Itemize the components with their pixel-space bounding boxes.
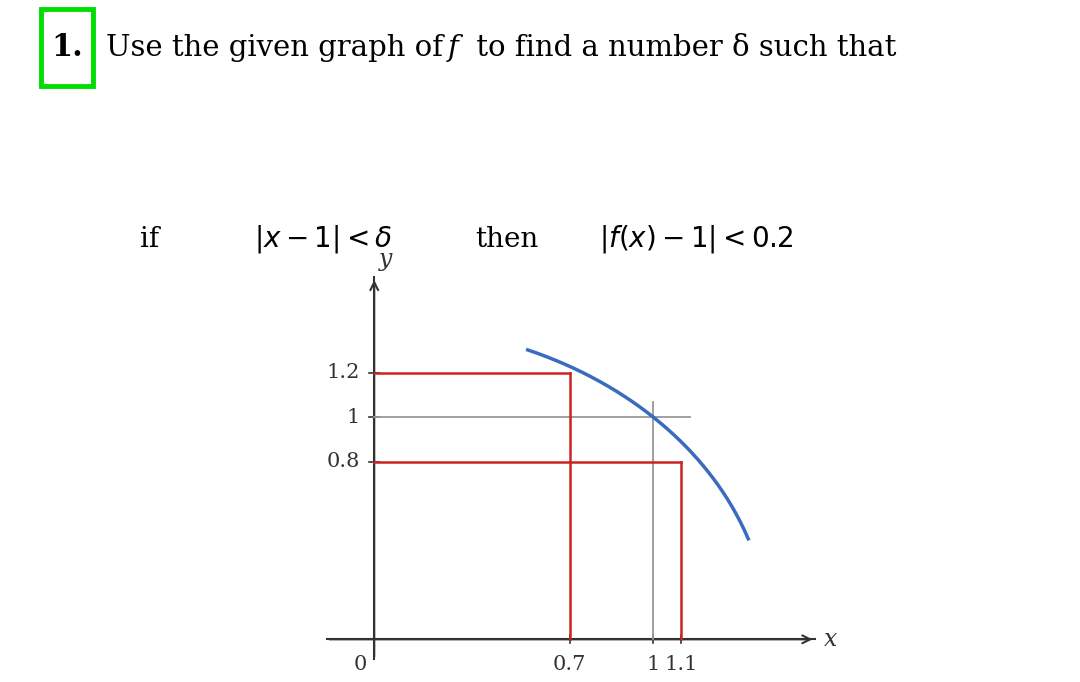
Text: 1: 1 [647,655,660,674]
Text: 0.7: 0.7 [553,655,586,674]
Text: $|x-1|<\delta$: $|x-1|<\delta$ [254,224,392,255]
Text: 0: 0 [354,655,367,674]
Text: 1.1: 1.1 [664,655,698,674]
Text: y: y [378,248,392,271]
Text: 0.8: 0.8 [327,452,361,471]
Text: $|f(x)-1|<0.2$: $|f(x)-1|<0.2$ [599,224,794,255]
Text: then: then [475,226,539,253]
Text: 1.2: 1.2 [327,364,361,383]
Text: Use the given graph of: Use the given graph of [106,33,453,61]
Text: f: f [448,33,459,61]
Text: if: if [140,226,160,253]
FancyBboxPatch shape [41,9,93,86]
Text: 1.: 1. [51,32,83,63]
Text: x: x [824,628,837,651]
Text: 1: 1 [347,408,361,427]
Text: to find a number δ such that: to find a number δ such that [467,33,896,61]
